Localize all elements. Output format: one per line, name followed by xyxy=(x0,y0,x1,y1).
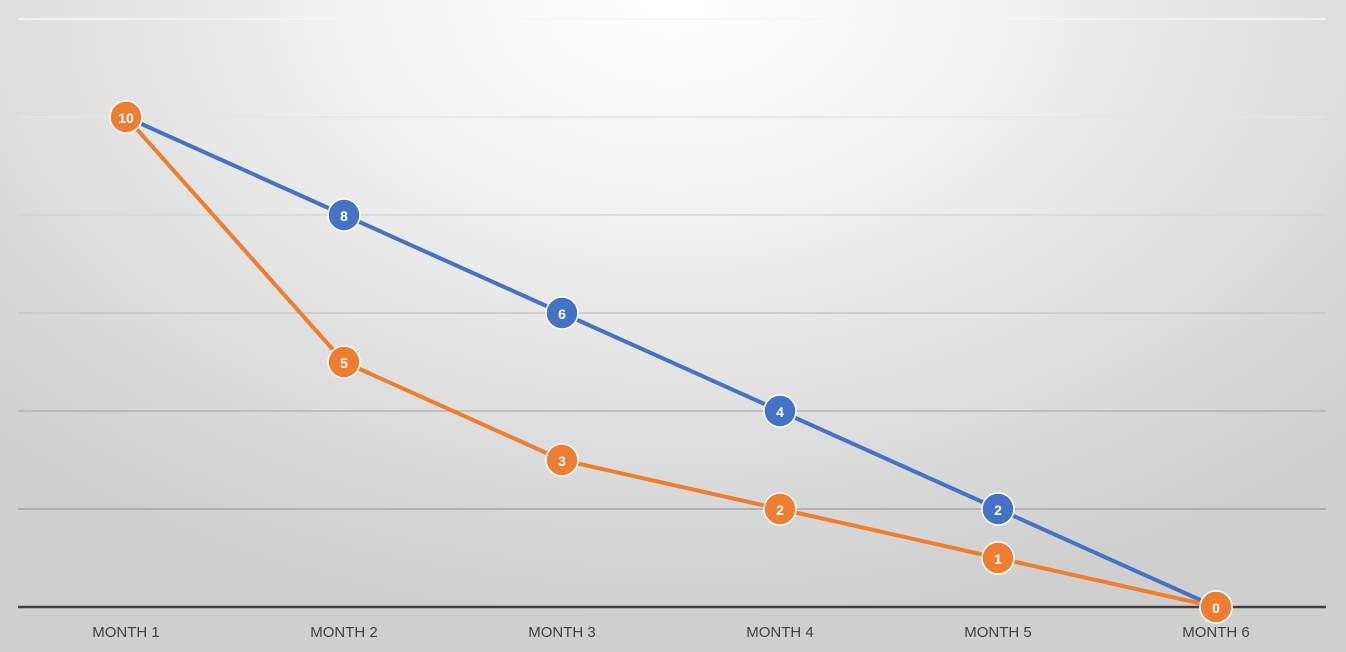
data-label: 3 xyxy=(558,453,566,469)
data-point-marker xyxy=(763,394,797,428)
data-label: 2 xyxy=(994,502,1002,518)
data-label: 5 xyxy=(340,355,348,371)
data-point-marker xyxy=(545,296,579,330)
data-point-marker xyxy=(981,541,1015,575)
series-1-point: 6 xyxy=(545,296,579,330)
x-tick-label: MONTH 3 xyxy=(528,624,596,641)
x-tick-label: MONTH 4 xyxy=(746,624,814,641)
data-label: 2 xyxy=(776,502,784,518)
series-1-point: 8 xyxy=(327,198,361,232)
series-1-point: 4 xyxy=(763,394,797,428)
data-point-marker xyxy=(327,198,361,232)
data-point-marker xyxy=(1199,590,1233,624)
series-1-point: 2 xyxy=(981,492,1015,526)
data-point-marker xyxy=(981,492,1015,526)
data-label: 6 xyxy=(558,306,566,322)
series-2-point: 1 xyxy=(981,541,1015,575)
series-2-line xyxy=(124,115,1218,609)
data-point-marker xyxy=(763,492,797,526)
data-points: 10864201053210 xyxy=(109,100,1233,624)
series-lines xyxy=(124,115,1218,609)
series-2-point: 3 xyxy=(545,443,579,477)
x-axis-tick-labels: MONTH 1 MONTH 2 MONTH 3 MONTH 4 MONTH 5 MONTH… xyxy=(92,624,1250,641)
data-label: 10 xyxy=(118,110,134,126)
gridlines xyxy=(18,18,1326,510)
series-2-point: 2 xyxy=(763,492,797,526)
data-label: 4 xyxy=(776,404,784,420)
data-label: 1 xyxy=(994,551,1002,567)
x-tick-label: MONTH 5 xyxy=(964,624,1032,641)
series-2-point: 5 xyxy=(327,345,361,379)
data-label: 0 xyxy=(1212,600,1220,616)
x-tick-label: MONTH 1 xyxy=(92,624,160,641)
data-label: 8 xyxy=(340,208,348,224)
data-point-marker xyxy=(545,443,579,477)
series-1-line xyxy=(124,115,1218,609)
data-point-marker xyxy=(327,345,361,379)
series-2-point: 0 xyxy=(1199,590,1233,624)
data-point-marker xyxy=(109,100,143,134)
series-2-point: 10 xyxy=(109,100,143,134)
x-tick-label: MONTH 2 xyxy=(310,624,378,641)
x-tick-label: MONTH 6 xyxy=(1182,624,1250,641)
